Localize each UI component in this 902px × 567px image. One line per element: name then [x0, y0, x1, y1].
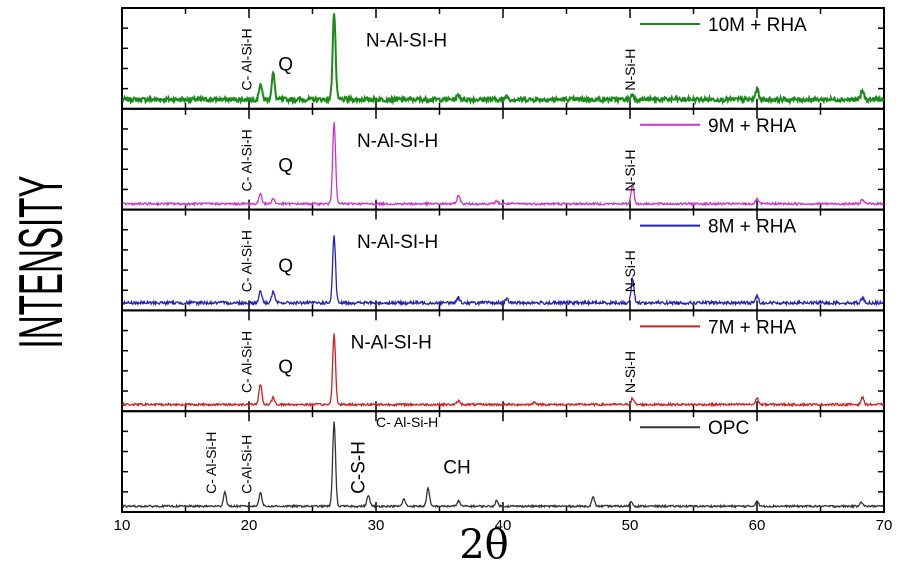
x-tick-label: 70 — [876, 517, 893, 534]
peak-annotation: C- Al-Si-H — [239, 129, 255, 191]
panel-frame — [121, 410, 885, 514]
peak-annotation: CH — [443, 458, 470, 479]
legend-label: 9M + RHA — [708, 116, 796, 137]
peak-annotation: N-Al-SI-H — [357, 232, 438, 253]
panel-5: OPC C- Al-Si-H C-Al-Si-H C- Al-Si-H C-S-H CH — [121, 410, 885, 514]
peak-annotation: C- Al-Si-H — [376, 414, 438, 430]
series-line — [122, 235, 884, 307]
peak-annotation: C- Al-Si-H — [239, 28, 255, 90]
peak-annotation: Q — [278, 54, 293, 75]
peak-annotation: C-S-H — [349, 441, 370, 494]
peak-annotation: C-Al-Si-H — [239, 435, 255, 494]
peak-annotation: Q — [278, 155, 293, 176]
legend-label: 10M + RHA — [708, 15, 807, 36]
peak-annotation: C- Al-Si-H — [239, 331, 255, 393]
legend-label: 7M + RHA — [708, 317, 796, 338]
x-tick-label: 40 — [495, 517, 512, 534]
peak-annotation: N-Si-H — [622, 149, 638, 191]
peak-annotation: C- Al-Si-H — [239, 230, 255, 292]
panel-3: 8M + RHA C- Al-Si-H Q N-Al-SI-H N-Si-H — [121, 208, 885, 312]
x-axis: 10 20 30 40 50 60 70 — [114, 517, 893, 534]
series-line — [122, 333, 885, 408]
peak-annotation: N-Al-SI-H — [366, 30, 447, 51]
panel-2: 9M + RHA C- Al-Si-H Q N-Al-SI-H N-Si-H — [121, 107, 885, 211]
peak-annotation: N-Si-H — [622, 250, 638, 292]
x-axis-label: 2θ — [459, 522, 509, 567]
peak-annotation: N-Si-H — [622, 49, 638, 91]
x-tick-label: 30 — [368, 517, 385, 534]
y-axis-label: INTENSITY — [6, 176, 76, 349]
peak-annotation: N-Al-SI-H — [351, 333, 432, 354]
peak-annotation: C- Al-Si-H — [203, 432, 219, 494]
series-line — [122, 122, 884, 208]
legend-label: OPC — [708, 418, 749, 439]
panel-1: 10M + RHA C- Al-Si-H Q N-Al-SI-H N-Si-H — [121, 7, 885, 110]
panel-4: 7M + RHA C- Al-Si-H Q N-Al-SI-H N-Si-H — [121, 309, 885, 413]
x-tick-label: 60 — [749, 517, 766, 534]
peak-annotation: Q — [278, 256, 293, 277]
peak-annotation: N-Al-SI-H — [357, 131, 438, 152]
x-tick-label: 10 — [114, 517, 131, 534]
x-tick-label: 50 — [622, 517, 639, 534]
series-line — [122, 421, 884, 509]
peak-annotation: Q — [278, 357, 293, 378]
series-line — [121, 13, 885, 106]
x-tick-label: 20 — [241, 517, 258, 534]
peak-annotation: N-Si-H — [622, 351, 638, 393]
legend-label: 8M + RHA — [708, 217, 796, 238]
